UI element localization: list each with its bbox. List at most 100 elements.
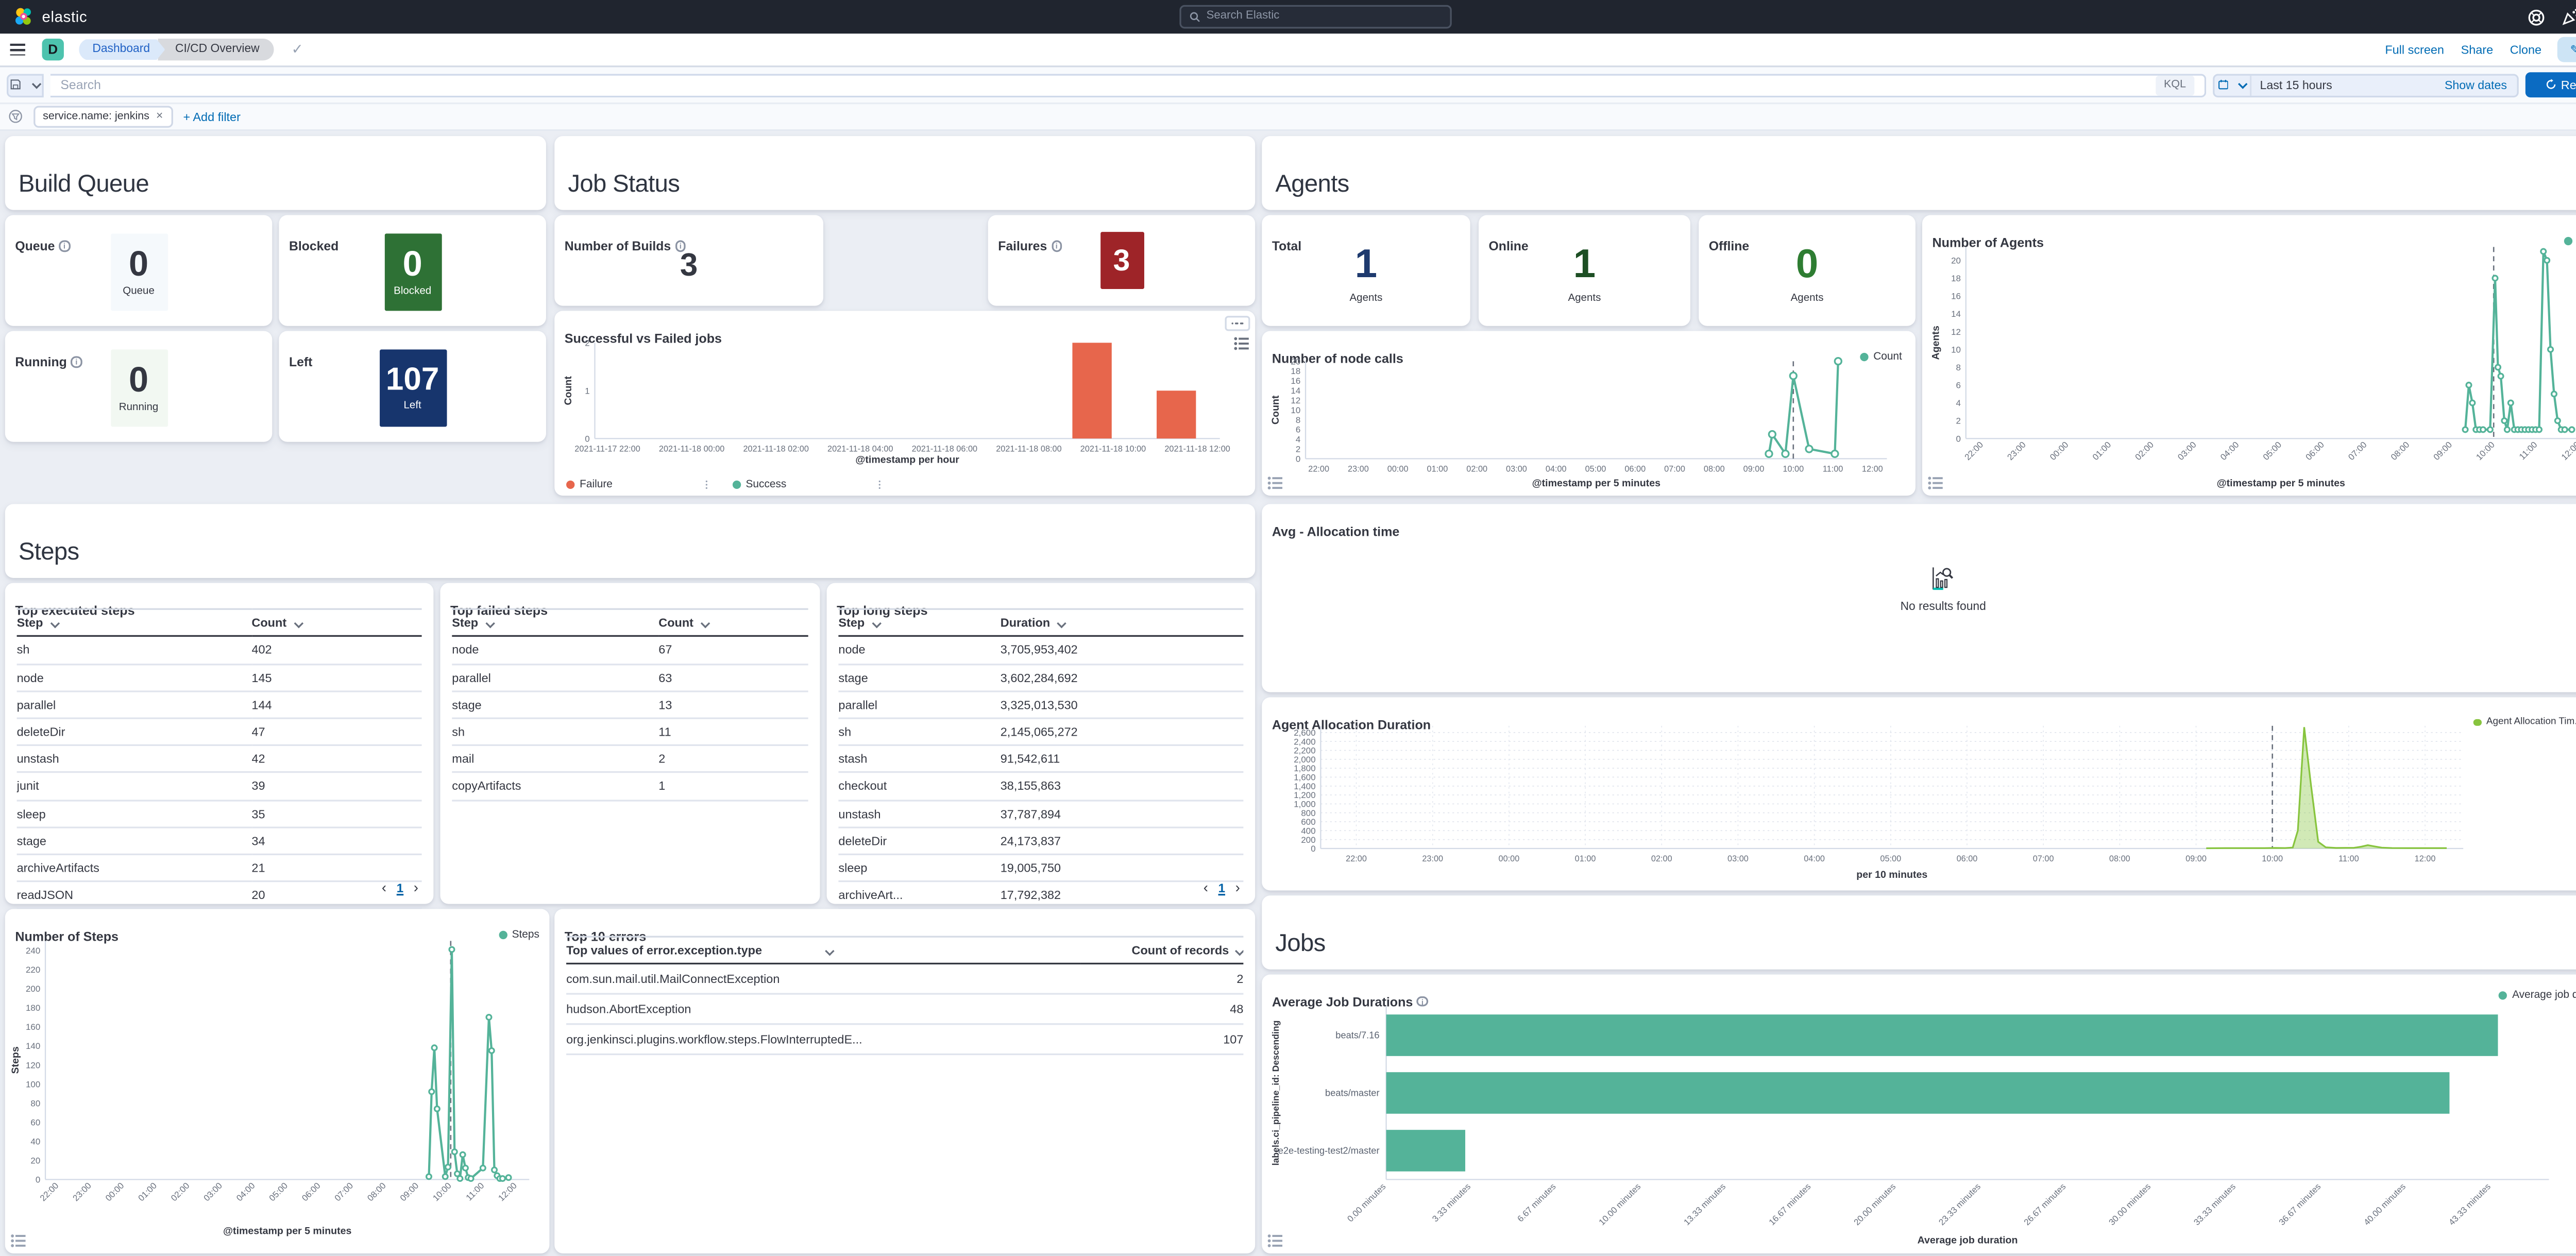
kql-toggle[interactable]: KQL	[2155, 75, 2195, 95]
prev-page-icon[interactable]: ‹	[381, 878, 387, 896]
panel-successful-vs-failed-jobs[interactable]: Successful vs Failed jobs 0 1 2 2021-11-17 …	[554, 311, 1256, 496]
news-icon[interactable]	[2561, 8, 2576, 26]
panel-metric-left[interactable]: Left 107 Left	[279, 331, 546, 442]
show-dates-button[interactable]: Show dates	[2444, 78, 2507, 92]
prev-page-icon[interactable]: ‹	[1203, 878, 1209, 896]
svg-text:04:00: 04:00	[1804, 854, 1825, 863]
panel-number-of-agents[interactable]: Number of Agents Agents 0 2 4 6 8 10 12 14 16 18 2…	[1922, 215, 2576, 496]
chart-legend[interactable]: Agent Allocation Tim... 33.611	[2473, 717, 2576, 728]
svg-text:30.00 minutes: 30.00 minutes	[2107, 1182, 2153, 1228]
info-icon[interactable]: i	[59, 241, 70, 252]
calendar-menu-button[interactable]	[2214, 75, 2252, 95]
sort-chevron-icon[interactable]	[1057, 618, 1066, 627]
column-header[interactable]: Step	[838, 608, 1001, 638]
column-header[interactable]: Step	[452, 608, 659, 638]
saved-query-menu-button[interactable]	[7, 73, 44, 97]
job-durations-chart[interactable]: beats/7.16 beats/master e2e-testing-test2/…	[1268, 1002, 2559, 1247]
filter-icon[interactable]	[8, 110, 23, 124]
panel-metric-number-of-builds[interactable]: Number of Builds i 3	[554, 215, 824, 306]
svg-text:16: 16	[1291, 376, 1300, 386]
info-icon[interactable]: i	[675, 241, 686, 252]
breadcrumb-current[interactable]: CI/CD Overview	[158, 39, 275, 60]
panel-metric-queue[interactable]: Queue i 0 Queue	[5, 215, 273, 326]
panel-top-long-steps[interactable]: Top long steps Step Duration node 3,705,953…	[826, 583, 1256, 910]
remove-filter-icon[interactable]: ×	[156, 111, 163, 123]
legend-item[interactable]: Average job duration	[2512, 989, 2576, 1002]
legend-actions-icon[interactable]	[705, 480, 707, 490]
panel-top-10-errors[interactable]: Top 10 errors Top values of error.except…	[554, 909, 1256, 1253]
legend-item-success[interactable]: Success	[745, 479, 787, 491]
chart-legend[interactable]: Average job duration	[2499, 990, 2576, 1002]
section-title-jobs: Jobs	[1275, 930, 1326, 958]
node-calls-chart[interactable]: 0 2 4 6 8 10 12 14 16 18 20 22:00 23:00 00:00 01:00 02:…	[1268, 354, 1900, 489]
legend-toggle-icon[interactable]	[1267, 1233, 1284, 1248]
panel-agent-allocation-duration[interactable]: Agent Allocation Duration Agent Allocati…	[1262, 697, 2576, 891]
panel-average-job-durations[interactable]: Average Job Durations i Average job durat…	[1262, 974, 2576, 1253]
add-filter-button[interactable]: + Add filter	[183, 109, 241, 125]
sort-chevron-icon[interactable]	[700, 618, 709, 627]
panel-top-executed-steps[interactable]: Top executed steps Step Count sh 402 node 145…	[5, 583, 434, 910]
search-input[interactable]: Search KQL	[50, 73, 2207, 97]
next-page-icon[interactable]: ›	[413, 878, 419, 896]
refresh-button[interactable]: Refresh	[2525, 72, 2576, 98]
legend-item[interactable]: Steps	[512, 929, 539, 941]
chart-legend[interactable]: Agents	[2564, 235, 2576, 247]
elastic-logo[interactable]	[13, 7, 33, 27]
next-page-icon[interactable]: ›	[1235, 878, 1240, 896]
legend-toggle-icon[interactable]	[1233, 336, 1250, 351]
share-link[interactable]: Share	[2461, 42, 2494, 57]
legend-item[interactable]: Agent Allocation Tim... 33.611	[2486, 717, 2576, 728]
edit-button[interactable]: ✎Edit	[2556, 37, 2576, 62]
sort-chevron-icon[interactable]	[824, 945, 834, 955]
full-screen-link[interactable]: Full screen	[2385, 42, 2444, 57]
column-header[interactable]: Duration	[1000, 608, 1244, 638]
sort-chevron-icon[interactable]	[485, 618, 494, 627]
column-header[interactable]: Count of records	[1080, 936, 1244, 965]
panel-metric-blocked[interactable]: Blocked 0 Blocked	[279, 215, 546, 326]
column-header[interactable]: Count	[251, 608, 422, 638]
panel-metric-total[interactable]: Total 1 Agents	[1262, 215, 1470, 326]
sort-chevron-icon[interactable]	[872, 618, 880, 627]
clone-link[interactable]: Clone	[2510, 42, 2542, 57]
panel-metric-offline[interactable]: Offline 0 Agents	[1699, 215, 1916, 326]
legend-item-failure[interactable]: Failure	[580, 479, 613, 491]
time-range-value[interactable]: Last 15 hours	[2260, 78, 2332, 92]
legend-item[interactable]: Count	[1873, 351, 1902, 363]
info-icon[interactable]: i	[1417, 996, 1428, 1007]
breadcrumb-dashboard[interactable]: Dashboard	[79, 39, 165, 60]
chart-legend[interactable]: Steps	[498, 929, 539, 941]
global-search-input[interactable]: Search Elastic	[1178, 5, 1451, 28]
info-icon[interactable]: i	[71, 357, 82, 368]
legend-actions-icon[interactable]	[878, 480, 881, 490]
chart-legend[interactable]: Count	[1860, 351, 1902, 363]
page-number[interactable]: 1	[396, 879, 404, 895]
panel-metric-online[interactable]: Online 1 Agents	[1478, 215, 1690, 326]
column-header[interactable]: Count	[658, 608, 808, 638]
legend-toggle-icon[interactable]	[1267, 476, 1284, 490]
panel-metric-failures[interactable]: Failures i 3	[988, 215, 1256, 306]
sort-chevron-icon[interactable]	[1236, 945, 1244, 955]
panel-options-icon[interactable]	[1224, 316, 1250, 331]
successful-vs-failed-chart[interactable]: 0 1 2 2021-11-17 22:00 2021-11-18 00:00 2021-…	[561, 336, 1233, 465]
filter-pill[interactable]: service.name: jenkins ×	[32, 106, 173, 128]
page-number[interactable]: 1	[1218, 879, 1226, 895]
panel-metric-running[interactable]: Running i 0 Running	[5, 331, 273, 442]
dashboard-app-icon[interactable]: D	[42, 39, 64, 61]
sort-chevron-icon[interactable]	[50, 618, 59, 627]
panel-number-of-node-calls[interactable]: Number of node calls Count 0 2 4 6 8 10 12 14 16…	[1262, 331, 1916, 496]
column-header[interactable]: Step	[16, 608, 252, 638]
column-header[interactable]: Top values of error.exception.type	[566, 936, 1081, 965]
agents-count-chart[interactable]: 0 2 4 6 8 10 12 14 16 18 20 22:00 23:00 00:00 01:00 02:…	[1929, 240, 2576, 489]
panel-avg-allocation-time[interactable]: Avg - Allocation time No results found	[1262, 504, 2576, 692]
svg-text:@timestamp per 5 minutes: @timestamp per 5 minutes	[223, 1225, 351, 1236]
legend-toggle-icon[interactable]	[10, 1233, 27, 1248]
help-icon[interactable]	[2527, 8, 2546, 26]
info-icon[interactable]: i	[1051, 241, 1062, 252]
menu-icon[interactable]	[10, 43, 25, 56]
legend-toggle-icon[interactable]	[1927, 476, 1944, 490]
allocation-duration-chart[interactable]: 0 200 400 600 800 1,000 1,200 1,400 1,600 1,800 2,…	[1270, 719, 2477, 880]
panel-top-failed-steps[interactable]: Top failed steps Step Count node 67 parallel…	[440, 583, 820, 904]
panel-number-of-steps[interactable]: Number of Steps Steps 0 20 40 60 80 100 120 140…	[5, 909, 550, 1253]
steps-count-chart[interactable]: 0 20 40 60 80 100 120 140 160 180 200 220 240 22:00 23…	[8, 934, 543, 1236]
sort-chevron-icon[interactable]	[294, 618, 302, 627]
